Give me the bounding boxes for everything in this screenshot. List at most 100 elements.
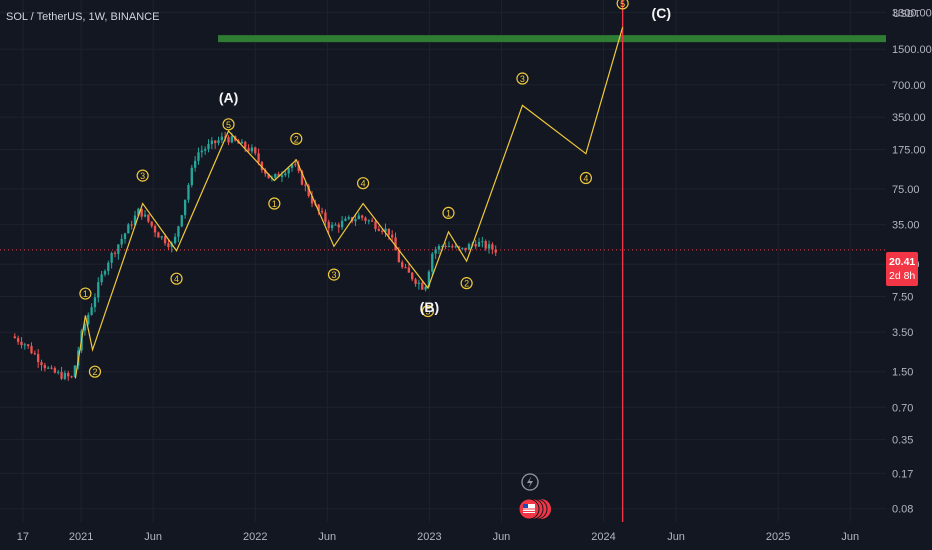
candle-body — [93, 297, 97, 308]
candle-body — [16, 338, 20, 342]
candle-body — [247, 148, 250, 152]
candle-body — [137, 208, 140, 216]
candle-body — [454, 246, 457, 248]
candle-body — [310, 195, 314, 204]
y-tick-label: 1500.00 — [892, 44, 932, 56]
candle-body — [427, 271, 431, 287]
wave-label-5: 5 — [421, 304, 435, 318]
candle-body — [397, 250, 401, 263]
candle-body — [461, 247, 464, 249]
candle-body — [377, 229, 380, 231]
flag-icon[interactable] — [518, 498, 551, 520]
candle-body — [297, 164, 300, 171]
time-axis[interactable]: 17 2021 Jun 2022 Jun 2023 Jun 2024 Jun 2025 Jun — [17, 531, 859, 543]
wave-label-text: 5 — [425, 307, 430, 317]
candle-body — [167, 243, 170, 247]
candle-body — [37, 354, 40, 363]
y-tick-label: 0.35 — [892, 435, 913, 447]
candle-body — [133, 215, 137, 226]
wave-label-circle — [327, 268, 341, 281]
candle-body — [337, 224, 340, 228]
candle-body — [274, 173, 277, 178]
candle-body — [33, 353, 36, 355]
candle-body — [180, 215, 183, 227]
candle-body — [330, 224, 334, 229]
candle-body — [481, 241, 484, 243]
candle-body — [97, 282, 100, 298]
wave-label-text: 1 — [83, 289, 88, 299]
candle-body — [244, 141, 247, 149]
candle-body — [411, 272, 414, 280]
candle-body — [117, 244, 120, 254]
y-tick-label: 3300.00 — [892, 7, 932, 19]
wave-label-circle — [79, 287, 92, 300]
candle-body — [30, 345, 33, 354]
wave-label-circle — [268, 197, 281, 210]
y-tick-label: 700.00 — [892, 80, 926, 92]
candle-body — [67, 373, 70, 377]
candle-body — [380, 230, 384, 232]
candle-body — [26, 344, 30, 346]
candle-body — [110, 252, 113, 263]
candle-body — [153, 225, 157, 233]
degree-labels: (A) (B) (C) — [219, 5, 671, 315]
price-badge: 20.41 2d 8h — [886, 252, 918, 286]
wave-label-circle — [222, 118, 235, 131]
wave-label-text: 5 — [620, 0, 625, 9]
candle-body — [187, 185, 190, 200]
candle-body — [434, 249, 437, 254]
y-tick-label: 1.50 — [892, 367, 913, 379]
x-tick-label: 2023 — [417, 531, 441, 543]
candle-body — [63, 373, 67, 379]
wave-labels: 1 2 3 4 5 1 2 3 4 5 1 2 3 4 5 — [79, 0, 629, 378]
candle-body — [224, 136, 227, 138]
candle-body — [230, 136, 234, 143]
y-tick-label: 0.17 — [892, 468, 913, 480]
candle-body — [197, 152, 200, 161]
wave-label-1: 1 — [268, 197, 281, 210]
candle-body — [257, 153, 260, 162]
candle-body — [414, 279, 417, 284]
candle-body — [300, 170, 304, 185]
candle-body — [40, 362, 43, 366]
wave-label-circle — [170, 272, 183, 285]
candle-body — [20, 341, 23, 346]
wave-label-circle — [88, 365, 102, 378]
candle-body — [193, 160, 197, 168]
candle-body — [467, 244, 471, 250]
wave-label-circle — [421, 304, 435, 318]
candle-body — [240, 141, 244, 144]
wave-label-text: 3 — [520, 74, 525, 84]
candle-body — [444, 246, 447, 248]
price-badge-value: 20.41 — [889, 256, 915, 268]
wave-label-circle — [136, 169, 149, 182]
candle-body — [344, 218, 347, 221]
candle-body — [203, 149, 207, 151]
candle-body — [491, 244, 494, 250]
price-axis[interactable]: 3300.00 1500.00 700.00 350.00 175.00 75.00 35.… — [892, 7, 932, 515]
x-tick-label: 2021 — [69, 531, 93, 543]
candle-body — [140, 208, 143, 217]
candle-body — [57, 371, 60, 373]
candle-body — [90, 307, 93, 315]
wave-label-3: 3 — [136, 169, 149, 182]
wave-label-circle — [356, 177, 370, 190]
wave-label-text: 4 — [583, 174, 588, 184]
candle-body — [317, 204, 320, 212]
wave-label-3: 3 — [327, 268, 341, 281]
candle-body — [210, 140, 214, 145]
y-tick-label: 3.50 — [892, 327, 913, 339]
candle-body — [290, 164, 294, 169]
candle-body — [254, 147, 257, 154]
candle-body — [143, 214, 147, 217]
candle-body — [107, 262, 110, 272]
wave-label-circle — [460, 277, 473, 290]
wave-label-5: 5 — [616, 0, 629, 10]
candle-body — [384, 228, 387, 232]
wave-label-text: 2 — [464, 279, 469, 289]
wave-label-4: 4 — [356, 177, 370, 190]
lightning-icon[interactable] — [521, 473, 539, 491]
candle-body — [227, 137, 230, 143]
candle-body — [304, 184, 307, 186]
